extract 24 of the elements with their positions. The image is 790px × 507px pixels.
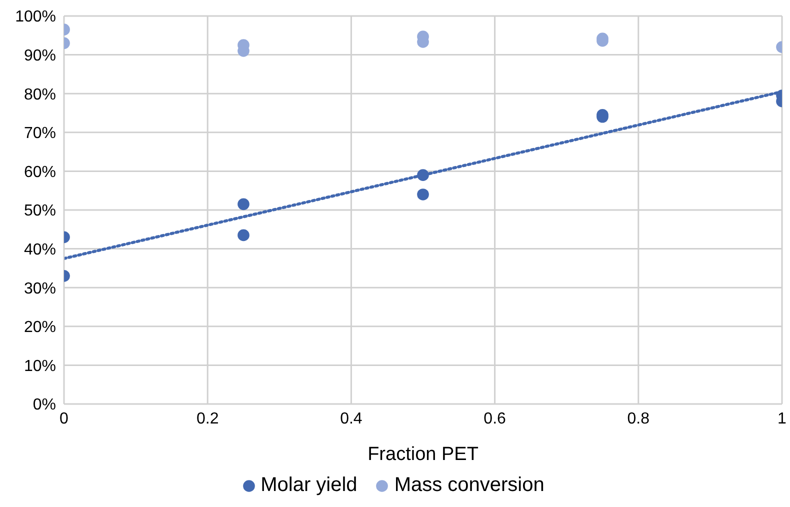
y-tick-label: 80%	[24, 86, 56, 104]
legend-label: Molar yield	[260, 474, 358, 497]
y-tick-label: 10%	[24, 358, 56, 375]
y-tick-label: 40%	[24, 241, 56, 258]
y-tick-label: 0%	[32, 396, 56, 414]
y-tick-label: 100%	[15, 8, 56, 26]
point	[238, 229, 250, 242]
x-tick-label: 0.4	[340, 410, 362, 428]
x-axis-title: Fraction PET	[368, 444, 479, 465]
point	[417, 169, 429, 181]
legend-label: Mass conversion	[394, 474, 544, 497]
x-tick-label: 1	[778, 410, 787, 428]
y-tick-label: 20%	[24, 319, 56, 336]
point	[238, 198, 250, 210]
x-tick-label: 0	[60, 410, 69, 428]
y-tick-label: 90%	[24, 47, 56, 64]
x-tick-label: 0.8	[627, 410, 650, 428]
x-tick-label: 0.2	[196, 410, 219, 428]
y-tick-label: 50%	[24, 202, 56, 220]
point	[417, 188, 429, 200]
y-tick-label: 60%	[24, 164, 56, 181]
x-tick-label: 0.6	[484, 410, 506, 428]
y-tick-label: 70%	[24, 125, 56, 142]
y-tick-label: 30%	[24, 280, 56, 298]
